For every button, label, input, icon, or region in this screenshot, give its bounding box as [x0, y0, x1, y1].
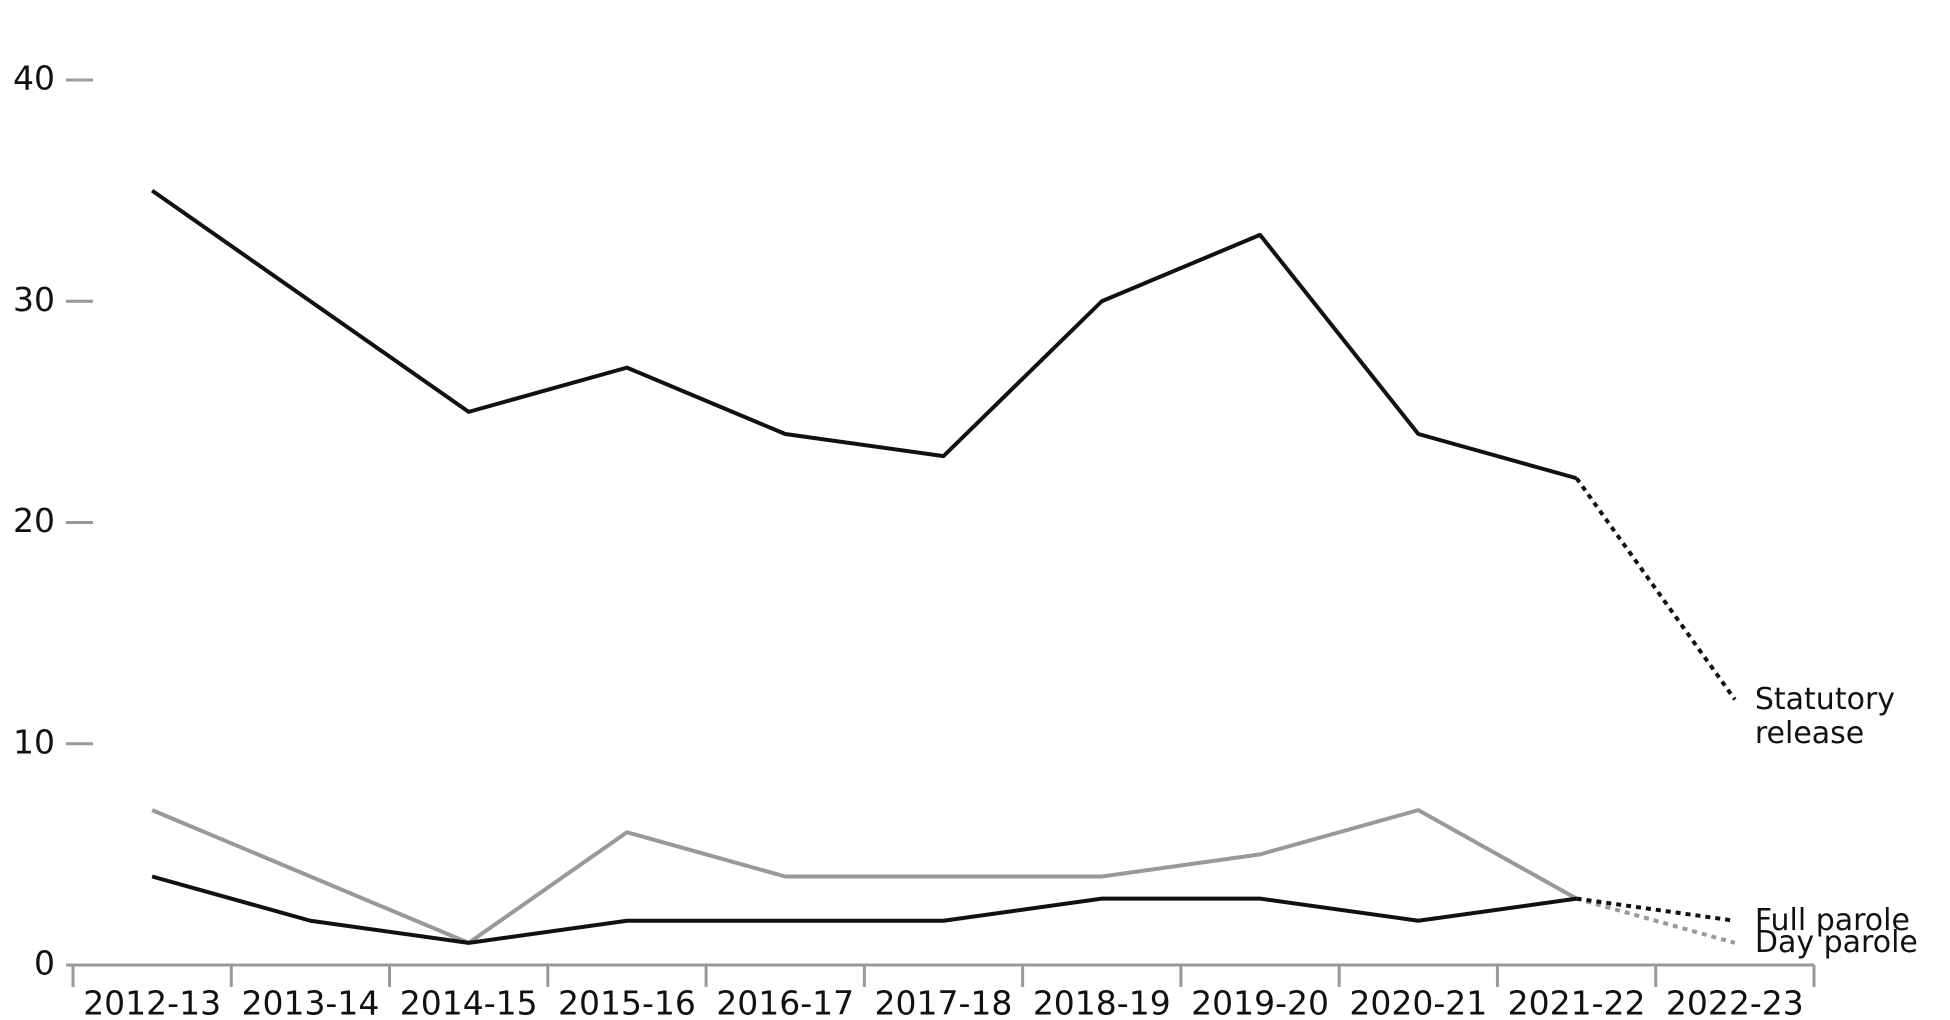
x-tick-label: 2014-15 — [400, 984, 538, 1020]
x-tick-label: 2012-13 — [83, 984, 221, 1020]
x-tick-label: 2018-19 — [1033, 984, 1171, 1020]
x-tick-label: 2015-16 — [558, 984, 696, 1020]
series-label: Day parole — [1754, 924, 1918, 960]
y-tick-label: 10 — [13, 722, 55, 761]
projected-line — [1576, 896, 1736, 923]
y-tick-label: 20 — [13, 501, 55, 540]
series-line — [151, 808, 1578, 945]
x-tick-label: 2021-22 — [1508, 984, 1646, 1020]
series-line — [150, 188, 1578, 481]
series-label: Full parole — [1754, 902, 1910, 938]
y-tick-label: 30 — [13, 280, 55, 319]
y-tick-label: 0 — [34, 944, 55, 983]
x-tick-label: 2013-14 — [241, 984, 379, 1020]
x-tick-label: 2019-20 — [1191, 984, 1329, 1020]
x-tick-label: 2017-18 — [875, 984, 1013, 1020]
series-label: Statutory release — [1754, 681, 1896, 751]
x-tick-label: 2016-17 — [716, 984, 854, 1020]
x-tick-label: 2020-21 — [1349, 984, 1487, 1020]
y-tick-label: 40 — [13, 59, 55, 98]
series-line — [151, 874, 1577, 945]
x-tick-label: 2022-23 — [1666, 984, 1804, 1020]
projected-line — [1574, 477, 1737, 701]
projected-line — [1576, 896, 1736, 945]
